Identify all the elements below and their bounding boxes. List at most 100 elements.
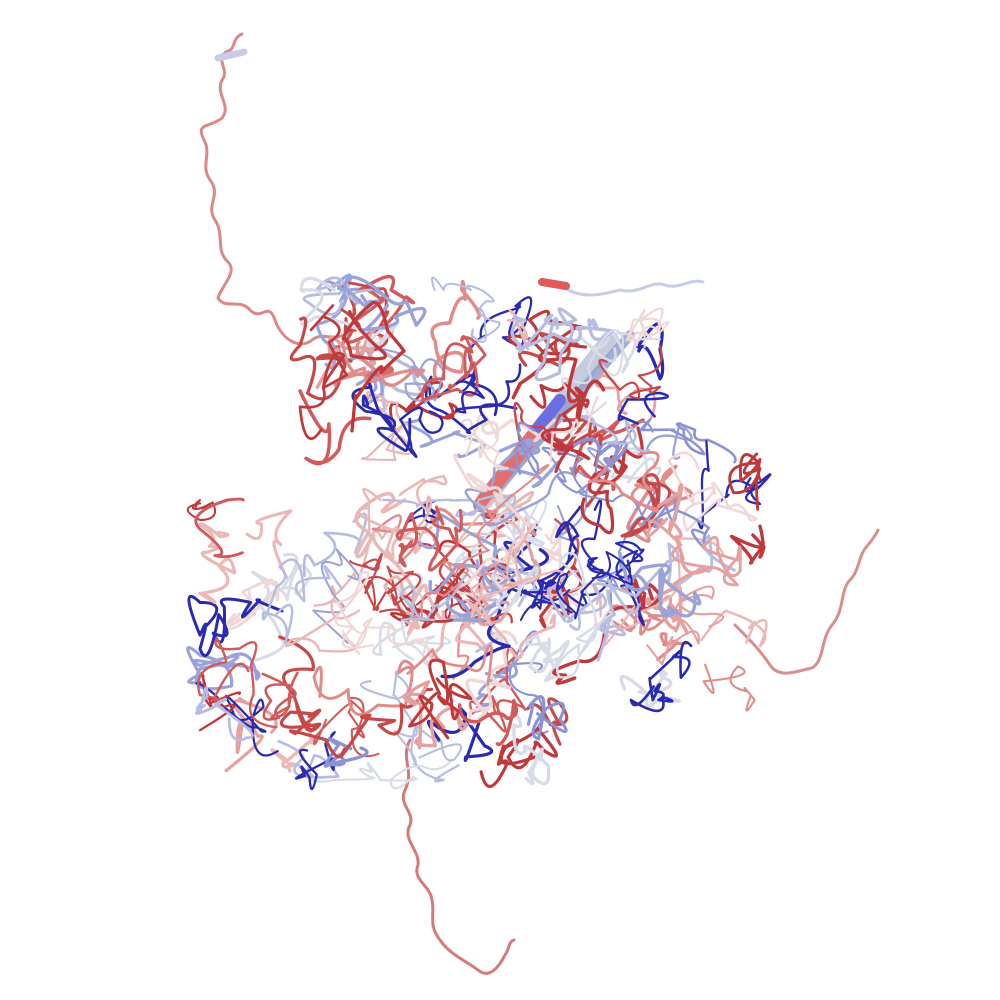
coil [250, 552, 313, 662]
coil [186, 646, 261, 691]
coil [298, 389, 372, 466]
coil [518, 307, 578, 382]
tail-top [199, 32, 362, 346]
coil [645, 517, 742, 587]
coil [195, 686, 254, 742]
coil [702, 663, 756, 712]
coil [245, 509, 293, 580]
coil [455, 363, 522, 414]
coil [398, 474, 448, 539]
coil [359, 670, 460, 783]
coil [337, 275, 427, 333]
coil-group [186, 273, 772, 791]
coil [629, 640, 693, 713]
coil [592, 534, 736, 599]
coil [300, 758, 453, 790]
coil [667, 451, 758, 533]
coil [518, 331, 580, 367]
coil [398, 575, 466, 622]
coil [572, 437, 629, 469]
coil [540, 523, 567, 577]
coil [580, 426, 644, 535]
coil [341, 301, 406, 433]
coil [510, 706, 551, 786]
coil [657, 483, 710, 586]
helix-small [538, 278, 570, 290]
helix [532, 394, 566, 434]
coil [510, 315, 615, 351]
coil [334, 571, 374, 649]
coil [361, 572, 422, 627]
tail-right [733, 528, 880, 675]
coil [480, 418, 557, 443]
coil [406, 644, 493, 686]
coil [312, 548, 361, 644]
coil [408, 658, 473, 740]
coil [186, 499, 230, 521]
coil [594, 373, 657, 419]
coil [302, 512, 368, 578]
coil [525, 634, 570, 683]
coil [479, 727, 559, 789]
coil [514, 421, 540, 475]
coil [298, 304, 349, 440]
coil [198, 522, 237, 605]
tail-top-right [558, 279, 705, 297]
coil [198, 671, 242, 732]
coil [628, 307, 664, 349]
coil [587, 446, 660, 513]
coil [395, 512, 460, 572]
coil [465, 523, 533, 627]
coil [529, 381, 591, 474]
coil [195, 681, 279, 757]
coil [618, 551, 702, 618]
coil [222, 578, 280, 631]
coil [598, 344, 663, 400]
coil [354, 491, 416, 620]
coil [615, 540, 646, 626]
coil [323, 737, 369, 768]
coil [378, 347, 445, 404]
coil [526, 695, 568, 741]
coil [477, 539, 542, 627]
coil [351, 378, 412, 452]
coil [261, 558, 343, 645]
coil [261, 671, 299, 721]
coil [625, 308, 670, 347]
coil [197, 636, 278, 729]
coil [728, 452, 762, 511]
coil [541, 420, 654, 523]
coil [596, 578, 641, 662]
coil [288, 687, 434, 759]
coil [357, 506, 433, 560]
coil [289, 316, 353, 401]
coil [332, 340, 426, 387]
coil [700, 609, 768, 648]
coil [729, 524, 766, 565]
coil [421, 335, 487, 402]
coil [617, 391, 669, 425]
coil [461, 413, 509, 470]
coil [639, 417, 737, 464]
coil [546, 569, 607, 631]
coil [294, 731, 336, 791]
coil [278, 635, 322, 732]
coil [342, 617, 439, 662]
coil [390, 586, 463, 629]
coil [465, 630, 519, 726]
coil [431, 276, 501, 345]
coil [285, 599, 361, 653]
coil [556, 551, 615, 679]
tail-top-cap [214, 48, 248, 62]
coil [312, 659, 415, 717]
coil [549, 395, 599, 463]
coil [457, 698, 519, 747]
coil [360, 391, 414, 462]
coil [321, 274, 416, 361]
coil [431, 505, 463, 544]
coil [379, 406, 444, 459]
coil [389, 380, 459, 435]
coil [270, 727, 316, 773]
